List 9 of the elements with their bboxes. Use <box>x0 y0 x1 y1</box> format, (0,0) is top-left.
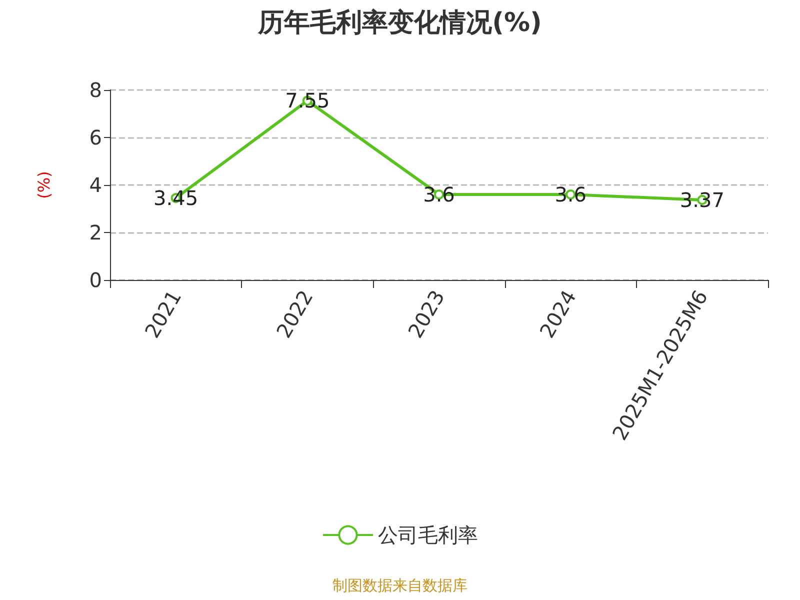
y-tick-label: 8 <box>89 78 102 102</box>
chart-title: 历年毛利率变化情况(%) <box>257 8 542 38</box>
y-tick-label: 0 <box>89 268 102 292</box>
legend-label: 公司毛利率 <box>378 523 478 547</box>
y-tick-label: 4 <box>89 173 102 197</box>
y-tick-label: 2 <box>89 220 102 244</box>
y-axis-title: (%) <box>34 171 54 199</box>
text: 制图数据来自数据库 <box>332 576 468 594</box>
y-tick-label: 6 <box>89 126 102 150</box>
